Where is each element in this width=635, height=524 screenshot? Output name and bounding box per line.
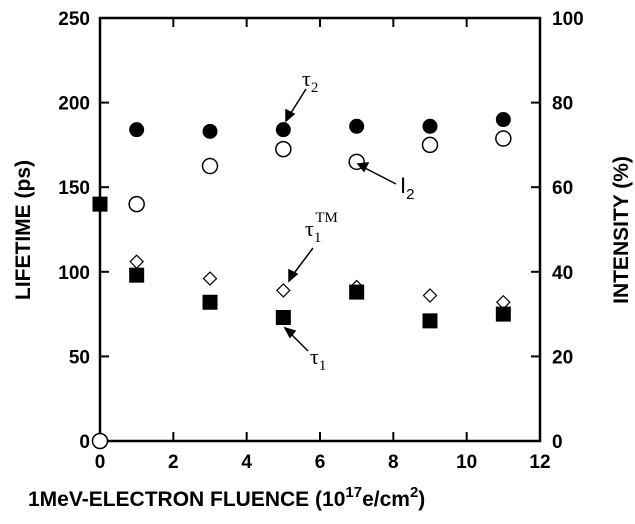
y-left-tick-label: 250 bbox=[58, 9, 90, 30]
i2-point bbox=[201, 157, 219, 175]
x-tick-label: 6 bbox=[315, 452, 326, 473]
tau1-point bbox=[202, 294, 218, 310]
x-tick-label: 4 bbox=[241, 452, 252, 473]
tau1tm-point bbox=[275, 283, 291, 298]
tau1tm-label: τ1TM bbox=[305, 210, 338, 246]
tau1-point bbox=[349, 284, 365, 300]
i2-label: I2 bbox=[400, 173, 414, 203]
x-tick-label: 2 bbox=[168, 452, 179, 473]
tau1tm-point bbox=[129, 254, 145, 269]
y-left-tick-label: 100 bbox=[58, 263, 90, 284]
tau1-arrowhead bbox=[283, 326, 297, 339]
y-left-axis-title: LIFETIME (ps) bbox=[12, 160, 35, 300]
y-left-tick-label: 0 bbox=[79, 432, 90, 453]
x-tick-label: 8 bbox=[388, 452, 399, 473]
y-right-tick-label: 100 bbox=[552, 9, 584, 30]
y-right-tick-label: 80 bbox=[552, 94, 573, 115]
i2-point bbox=[128, 195, 145, 213]
tau2-point bbox=[495, 112, 511, 128]
y-left-tick-label: 50 bbox=[69, 347, 90, 368]
i2-arrowhead bbox=[356, 162, 370, 173]
tau2-arrow bbox=[288, 88, 307, 117]
i2-point bbox=[495, 130, 512, 147]
y-right-tick-label: 20 bbox=[552, 347, 573, 368]
tau1tm-arrow bbox=[291, 247, 314, 277]
tau1-point bbox=[92, 196, 108, 212]
tau1tm-point bbox=[422, 288, 438, 303]
tau1-point bbox=[275, 309, 291, 325]
tau2-point bbox=[129, 122, 145, 138]
y-right-tick-label: 0 bbox=[552, 432, 563, 453]
tau1tm-arrowhead bbox=[288, 268, 299, 283]
y-right-axis-title: INTENSITY (%) bbox=[610, 156, 633, 304]
y-right-tick-label: 60 bbox=[552, 178, 573, 199]
tau1-point bbox=[422, 313, 438, 329]
tau2-arrowhead bbox=[285, 108, 296, 123]
tau2-point bbox=[202, 123, 218, 139]
tau2-point bbox=[422, 118, 438, 134]
annotation-arrows bbox=[283, 88, 397, 352]
tau2-point bbox=[275, 122, 291, 138]
i2-point bbox=[91, 432, 109, 450]
y-right-tick-label: 40 bbox=[552, 263, 573, 284]
x-tick-label: 0 bbox=[95, 452, 106, 473]
x-tick-label: 12 bbox=[529, 452, 550, 473]
tau1-point bbox=[495, 306, 511, 322]
x-tick-label: 10 bbox=[456, 452, 477, 473]
y-left-tick-label: 150 bbox=[58, 178, 90, 199]
tau1tm-point bbox=[202, 271, 218, 286]
data-points bbox=[91, 112, 512, 450]
i2-arrow bbox=[362, 166, 397, 185]
i2-point bbox=[421, 136, 439, 154]
x-axis-title: 1MeV-ELECTRON FLUENCE (1017e/cm2) bbox=[28, 484, 425, 511]
axis-ticks bbox=[99, 17, 541, 442]
tau2-point bbox=[349, 118, 365, 134]
tau1-point bbox=[129, 267, 145, 283]
i2-point bbox=[275, 140, 292, 158]
tau2-label: τ2 bbox=[302, 66, 318, 96]
y-left-tick-label: 200 bbox=[58, 94, 90, 115]
tau1-label: τ1 bbox=[310, 344, 326, 374]
